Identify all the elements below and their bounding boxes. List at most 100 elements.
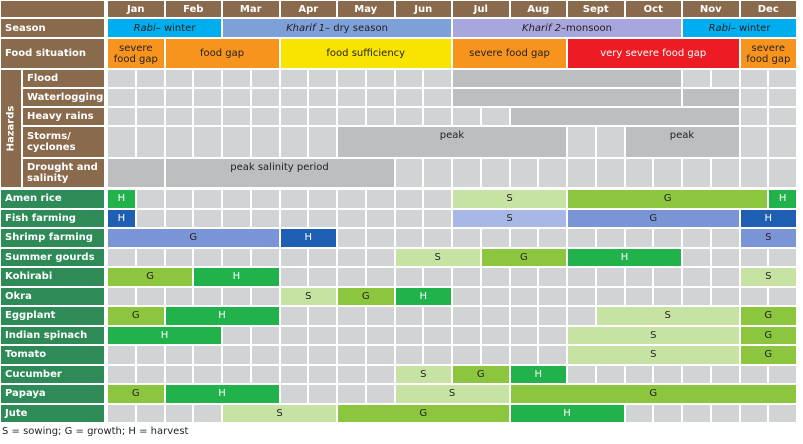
hazard-grid-cell [739, 69, 769, 88]
hazard-grid-cell [164, 107, 194, 126]
crop-grid-cell [538, 286, 567, 306]
hazard-grid-cell [308, 126, 337, 158]
hazard-label-storms-cyclones: Storms/ cyclones [22, 126, 105, 158]
season-segment: Kharif 2 –monsoon [452, 18, 682, 38]
crop-grid-cell [653, 228, 682, 248]
crop-grid-cell [279, 384, 309, 404]
crop-phase-bar: G [452, 364, 510, 384]
crop-grid-cell [595, 228, 625, 248]
crop-grid-cell [653, 364, 682, 384]
crop-grid-cell [509, 345, 539, 365]
crop-grid-cell [423, 325, 452, 345]
hazard-label-flood: Flood [22, 69, 105, 88]
crop-phase-bar: H [279, 228, 337, 248]
month-header-oct: Oct [624, 0, 682, 18]
crop-grid-cell [538, 306, 567, 326]
crop-grid-cell [193, 345, 222, 365]
crop-grid-cell [107, 286, 136, 306]
hazard-grid-cell [193, 88, 222, 107]
crop-phase-bar: H [193, 267, 280, 287]
crop-phase-bar: H [509, 364, 567, 384]
hazard-bar [452, 88, 682, 107]
month-header-apr: Apr [279, 0, 337, 18]
legend: S = sowing; G = growth; H = harvest [2, 426, 189, 437]
crop-grid-cell [423, 228, 452, 248]
crop-label-shrimp-farming: Shrimp farming [0, 228, 105, 248]
crop-grid-cell [222, 247, 251, 267]
crop-grid-cell [279, 345, 309, 365]
crop-phase-bar: S [394, 247, 481, 267]
crop-phase-bar: S [567, 345, 740, 365]
crop-grid-cell [164, 364, 194, 384]
crop-grid-cell [567, 306, 596, 326]
hazard-grid-cell [135, 107, 165, 126]
header-corner [0, 0, 105, 18]
crop-phase-bar: S [452, 208, 567, 228]
hazard-bar [107, 158, 165, 188]
hazard-grid-cell [250, 88, 280, 107]
crop-grid-cell [279, 189, 309, 209]
crop-grid-cell [279, 364, 309, 384]
month-header-jun: Jun [394, 0, 452, 18]
crop-phase-bar: H [107, 189, 136, 209]
crop-grid-cell [739, 364, 769, 384]
hazard-grid-cell [135, 88, 165, 107]
hazard-grid-cell [279, 69, 309, 88]
crop-label-fish-farming: Fish farming [0, 208, 105, 228]
food-situation-segment: severe food gap [452, 38, 567, 69]
hazard-grid-cell [222, 69, 251, 88]
hazard-grid-cell [135, 126, 165, 158]
hazard-grid-cell [308, 88, 337, 107]
month-header-jul: Jul [452, 0, 510, 18]
month-header-feb: Feb [164, 0, 222, 18]
crop-grid-cell [480, 228, 510, 248]
hazard-grid-cell [480, 158, 510, 188]
crop-phase-bar: G [107, 228, 280, 248]
hazard-grid-cell [279, 126, 309, 158]
crop-grid-cell [308, 306, 337, 326]
crop-grid-cell [164, 208, 194, 228]
crop-grid-cell [423, 208, 452, 228]
crop-grid-cell [250, 345, 280, 365]
crop-grid-cell [509, 325, 539, 345]
hazard-grid-cell [595, 158, 625, 188]
food-situation-segment: severe food gap [107, 38, 165, 69]
season-segment: Rabi – winter [682, 18, 797, 38]
hazard-grid-cell [193, 69, 222, 88]
crop-grid-cell [394, 345, 424, 365]
crop-grid-cell [768, 364, 797, 384]
hazards-group [0, 69, 22, 188]
season-label: Season [0, 18, 105, 38]
hazard-bar [452, 69, 682, 88]
hazard-grid-cell [222, 107, 251, 126]
crop-phase-bar: H [164, 384, 280, 404]
crop-phase-bar: S [222, 403, 337, 423]
crop-grid-cell [308, 345, 337, 365]
crop-phase-bar: H [107, 208, 136, 228]
crop-phase-bar: S [739, 267, 797, 287]
crop-phase-bar: G [739, 325, 797, 345]
crop-grid-cell [394, 189, 424, 209]
hazard-grid-cell [279, 107, 309, 126]
crop-phase-bar: G [107, 384, 165, 404]
crop-phase-bar: H [394, 286, 452, 306]
crop-grid-cell [452, 267, 481, 287]
crop-grid-cell [250, 208, 280, 228]
hazard-grid-cell [164, 69, 194, 88]
crop-grid-cell [624, 267, 654, 287]
crop-label-cucumber: Cucumber [0, 364, 105, 384]
crop-grid-cell [337, 208, 366, 228]
crop-grid-cell [337, 384, 366, 404]
crop-grid-cell [365, 228, 395, 248]
crop-grid-cell [682, 286, 711, 306]
hazard-grid-cell [193, 126, 222, 158]
hazard-grid-cell [365, 107, 395, 126]
crop-grid-cell [595, 364, 625, 384]
hazard-grid-cell [337, 88, 366, 107]
hazard-grid-cell [222, 88, 251, 107]
hazards-group-label: Hazards [5, 105, 17, 151]
hazard-label-drought-and-salinity: Drought and salinity [22, 158, 105, 188]
crop-grid-cell [279, 247, 309, 267]
crop-phase-bar: G [567, 189, 769, 209]
hazard-grid-cell [768, 107, 797, 126]
